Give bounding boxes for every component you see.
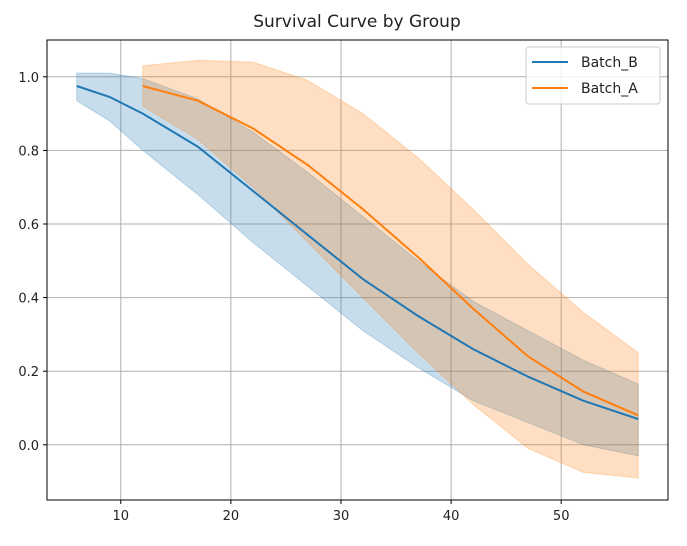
legend-label: Batch_B bbox=[581, 55, 638, 71]
series-line-batch_b bbox=[76, 85, 639, 420]
y-tick-label: 0.4 bbox=[18, 292, 39, 307]
y-tick-label: 0.6 bbox=[18, 218, 39, 233]
x-tick-label: 50 bbox=[553, 509, 570, 524]
x-tick-label: 40 bbox=[443, 509, 460, 524]
y-tick-label: 1.0 bbox=[18, 71, 39, 86]
legend: Batch_B Batch_A bbox=[525, 46, 661, 105]
x-tick-label: 10 bbox=[112, 509, 129, 524]
plot-frame bbox=[46, 39, 669, 501]
legend-label: Batch_A bbox=[581, 81, 638, 97]
y-tick-label: 0.8 bbox=[18, 144, 39, 159]
confidence-bands bbox=[76, 59, 639, 479]
y-tick-label: 0.2 bbox=[18, 365, 39, 380]
series-line-batch_a bbox=[142, 85, 639, 417]
confidence-band-batch_a bbox=[142, 59, 639, 479]
y-tick-label: 0.0 bbox=[18, 439, 39, 454]
series-lines bbox=[76, 85, 639, 420]
confidence-band-batch_b bbox=[76, 72, 639, 457]
ticks: 10 20 30 40 50 0.0 0.2 0.4 0.6 0.8 1.0 bbox=[18, 71, 569, 524]
chart-title: Survival Curve by Group bbox=[253, 12, 461, 32]
x-tick-label: 20 bbox=[223, 509, 240, 524]
x-tick-label: 30 bbox=[333, 509, 350, 524]
